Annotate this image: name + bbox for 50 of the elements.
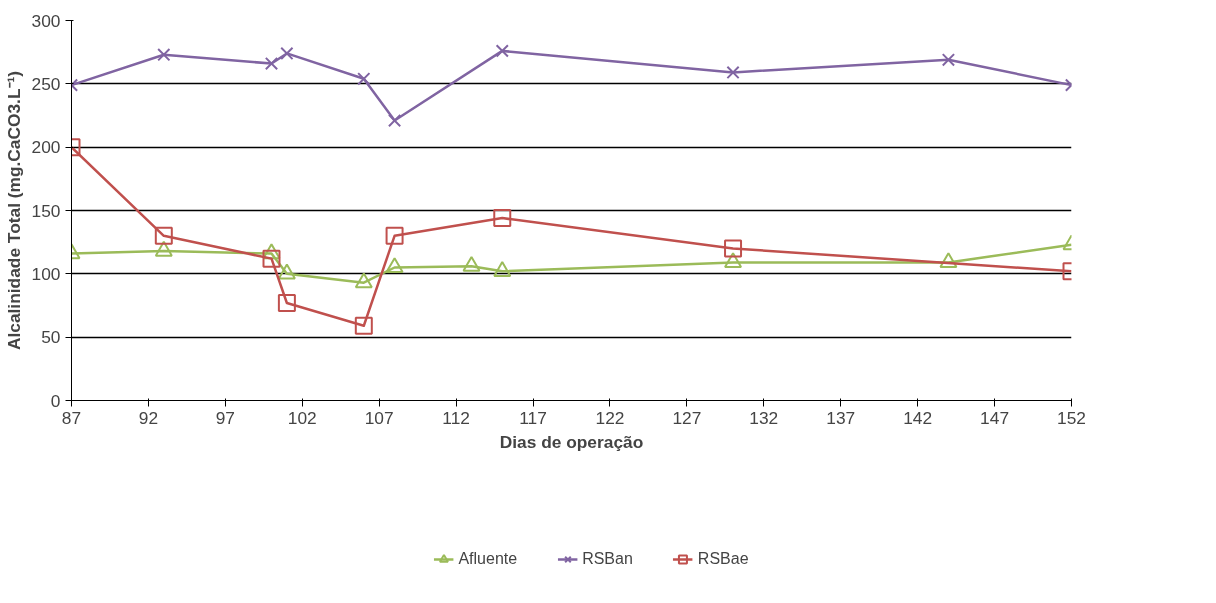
point bbox=[385, 226, 404, 245]
point bbox=[262, 249, 281, 268]
x-tick-label: 122 bbox=[595, 407, 625, 428]
x-axis-title: Dias de operação bbox=[499, 431, 644, 452]
y-axis-title: Alcalinidade Total (mg.CaCO3.L⁻¹) bbox=[3, 70, 24, 351]
x-tick-label: 117 bbox=[519, 407, 547, 428]
y-tick-label: 250 bbox=[31, 73, 61, 94]
point bbox=[280, 46, 294, 61]
point bbox=[277, 263, 296, 280]
point bbox=[493, 209, 512, 228]
y-tick-label: 300 bbox=[31, 10, 61, 31]
y-tick-label: 0 bbox=[50, 390, 61, 411]
point bbox=[262, 243, 281, 260]
x-tick-label: 147 bbox=[980, 407, 1010, 428]
point bbox=[154, 226, 173, 245]
legend-label: RSBae bbox=[697, 549, 749, 568]
point bbox=[385, 257, 404, 274]
point bbox=[357, 72, 371, 86]
point bbox=[939, 252, 958, 269]
y-tick-label: 150 bbox=[31, 200, 61, 221]
point bbox=[726, 65, 740, 80]
point bbox=[277, 293, 296, 312]
x-tick-label: 127 bbox=[672, 407, 702, 428]
point bbox=[724, 252, 743, 269]
x-tick-label: 142 bbox=[903, 407, 933, 428]
legend-label: RSBan bbox=[582, 549, 633, 568]
x-tick-label: 152 bbox=[1057, 407, 1086, 428]
point bbox=[354, 272, 373, 289]
x-tick-label: 112 bbox=[442, 407, 470, 428]
point bbox=[941, 53, 956, 67]
x-tick-label: 87 bbox=[61, 407, 82, 428]
point bbox=[354, 316, 373, 335]
x-tick-label: 102 bbox=[287, 407, 317, 428]
y-tick-label: 50 bbox=[41, 327, 61, 348]
x-tick-label: 132 bbox=[749, 407, 779, 428]
point bbox=[493, 261, 512, 277]
x-tick-label: 92 bbox=[138, 407, 159, 428]
y-tick-label: 200 bbox=[31, 137, 61, 158]
point bbox=[387, 113, 402, 128]
x-tick-label: 97 bbox=[215, 407, 235, 428]
legend-label: Afluente bbox=[458, 549, 518, 568]
point bbox=[154, 240, 173, 257]
y-tick-label: 100 bbox=[31, 263, 61, 284]
point bbox=[495, 44, 509, 58]
x-tick-label: 107 bbox=[364, 407, 394, 428]
point bbox=[724, 239, 743, 258]
point bbox=[264, 56, 279, 71]
x-tick-label: 137 bbox=[826, 407, 856, 428]
point bbox=[157, 48, 171, 62]
point bbox=[462, 256, 481, 272]
